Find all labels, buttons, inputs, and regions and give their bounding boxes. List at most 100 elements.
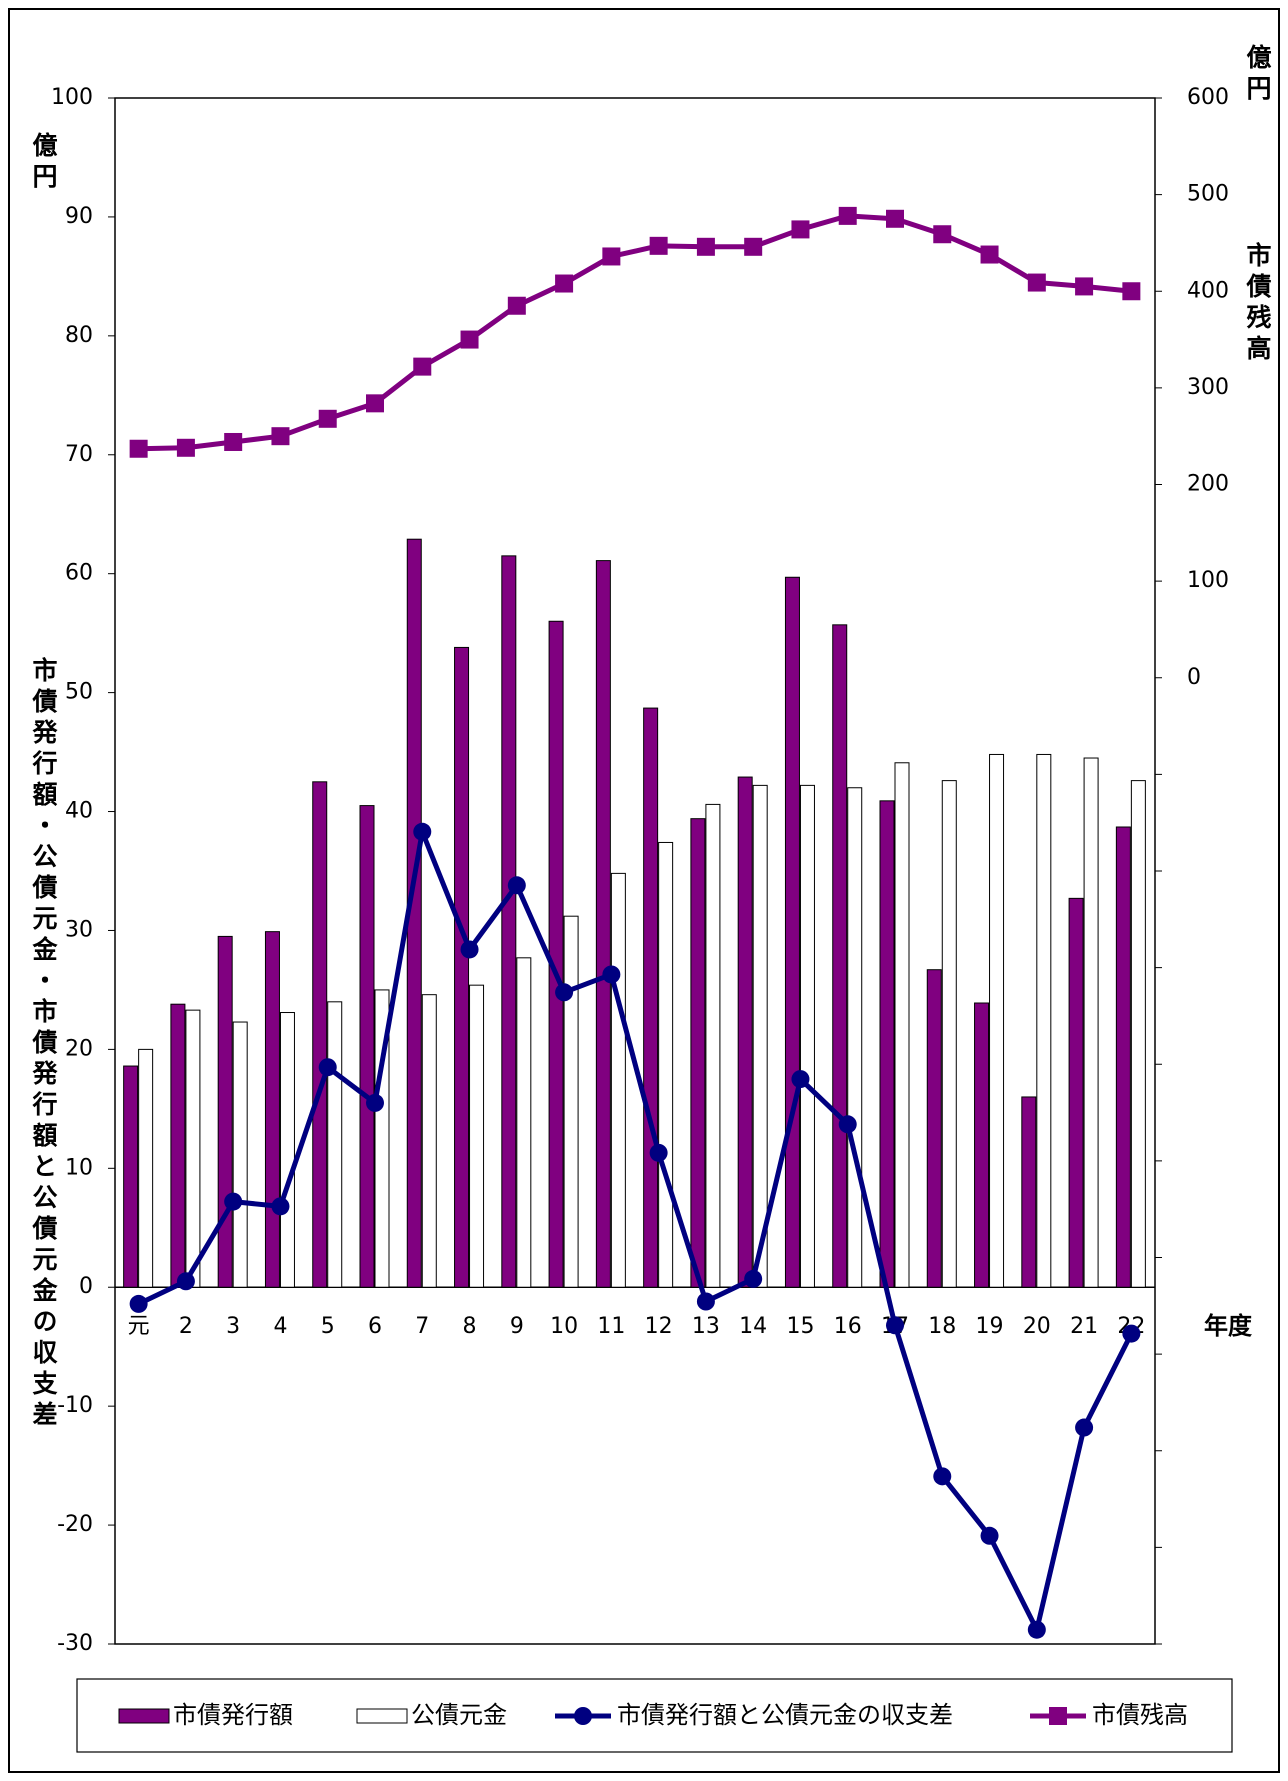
line bbox=[137, 829, 1134, 1633]
y2-tick-label: 200 bbox=[1187, 472, 1229, 497]
bar bbox=[643, 707, 659, 1288]
x-tick-label: 16 bbox=[834, 1314, 862, 1339]
y-tick-label: 60 bbox=[65, 561, 93, 586]
marker bbox=[271, 1197, 290, 1216]
bar bbox=[784, 576, 800, 1288]
x-tick-label: 2 bbox=[179, 1314, 193, 1339]
marker bbox=[602, 965, 621, 984]
y2-tick-label: 400 bbox=[1187, 278, 1229, 303]
marker bbox=[1122, 1324, 1141, 1343]
x-tick-label: 8 bbox=[463, 1314, 477, 1339]
y-tick-label: 100 bbox=[51, 85, 93, 110]
marker bbox=[980, 1526, 999, 1545]
marker bbox=[318, 1058, 337, 1077]
marker bbox=[838, 1115, 857, 1134]
marker bbox=[366, 1093, 384, 1112]
marker bbox=[507, 876, 526, 895]
marker bbox=[791, 1070, 810, 1089]
y-tick-label: 0 bbox=[79, 1274, 93, 1299]
y-tick-label: -30 bbox=[57, 1631, 93, 1656]
bar bbox=[1083, 757, 1099, 1288]
x-tick-label: 13 bbox=[692, 1314, 720, 1339]
marker bbox=[413, 357, 432, 376]
marker bbox=[1075, 1418, 1094, 1437]
legend-swatch bbox=[118, 1708, 170, 1724]
y-tick-label: 30 bbox=[65, 917, 93, 942]
x-title: 年度 bbox=[1204, 1312, 1253, 1340]
marker bbox=[1075, 277, 1094, 296]
legend-marker bbox=[574, 1707, 592, 1725]
marker bbox=[460, 330, 479, 349]
marker bbox=[1027, 273, 1046, 292]
bar bbox=[1115, 826, 1131, 1288]
bar bbox=[374, 989, 390, 1288]
bar bbox=[832, 624, 848, 1288]
legend-label: 公債元金 bbox=[411, 1701, 507, 1729]
bar bbox=[170, 1003, 186, 1288]
marker bbox=[224, 1192, 243, 1211]
bar bbox=[610, 872, 626, 1288]
y-tick-label: 90 bbox=[65, 204, 93, 229]
legend-marker bbox=[1049, 1707, 1067, 1725]
bar bbox=[847, 787, 863, 1288]
marker bbox=[649, 236, 668, 255]
bar bbox=[752, 784, 768, 1288]
bar bbox=[327, 1001, 343, 1288]
x-tick-label: 21 bbox=[1070, 1314, 1098, 1339]
x-tick-label: 19 bbox=[976, 1314, 1004, 1339]
y-title: 市債発行額・公債元金・市債発行額と公債元金の収支差 bbox=[29, 656, 59, 1432]
legend-label: 市債発行額と公債元金の収支差 bbox=[617, 1701, 953, 1729]
marker bbox=[271, 427, 290, 446]
bar bbox=[421, 994, 437, 1288]
marker bbox=[224, 432, 243, 451]
bar bbox=[279, 1012, 295, 1288]
x-tick-label: 20 bbox=[1023, 1314, 1051, 1339]
marker bbox=[602, 247, 621, 266]
bar bbox=[894, 762, 910, 1288]
y2-tick-label: 100 bbox=[1187, 568, 1229, 593]
x-tick-label: 元 bbox=[128, 1314, 150, 1339]
legend-label: 市債残高 bbox=[1092, 1701, 1188, 1729]
bar bbox=[185, 1009, 201, 1288]
marker bbox=[933, 1467, 952, 1486]
y-tick-label: -10 bbox=[57, 1393, 93, 1418]
marker bbox=[129, 1294, 148, 1313]
x-tick-label: 18 bbox=[928, 1314, 956, 1339]
marker bbox=[176, 438, 195, 457]
bar bbox=[941, 780, 957, 1288]
bar bbox=[1068, 897, 1084, 1288]
bar bbox=[879, 800, 895, 1288]
bar bbox=[563, 915, 579, 1288]
bar bbox=[737, 776, 753, 1288]
bar bbox=[516, 957, 532, 1288]
y2-tick-label: 300 bbox=[1187, 375, 1229, 400]
y-tick-label: 50 bbox=[65, 680, 93, 705]
y2-tick-label: 0 bbox=[1187, 665, 1201, 690]
marker bbox=[838, 206, 857, 225]
bar bbox=[454, 646, 470, 1288]
marker bbox=[649, 1143, 668, 1162]
bar bbox=[595, 560, 611, 1288]
x-tick-label: 4 bbox=[273, 1314, 287, 1339]
bar bbox=[926, 969, 942, 1288]
y-tick-label: 80 bbox=[65, 323, 93, 348]
y2-tick-label: 600 bbox=[1187, 85, 1229, 110]
bar bbox=[658, 841, 674, 1288]
marker bbox=[696, 237, 715, 256]
bar bbox=[989, 753, 1005, 1288]
marker bbox=[555, 983, 574, 1002]
marker bbox=[507, 296, 526, 315]
bar bbox=[359, 805, 375, 1288]
bar bbox=[469, 984, 485, 1288]
x-tick-label: 11 bbox=[597, 1314, 625, 1339]
line bbox=[138, 213, 1132, 452]
bar bbox=[312, 781, 328, 1288]
x-tick-label: 12 bbox=[645, 1314, 673, 1339]
marker bbox=[555, 274, 574, 293]
marker bbox=[696, 1292, 715, 1311]
x-tick-label: 7 bbox=[415, 1314, 429, 1339]
bar bbox=[1130, 780, 1146, 1288]
bar bbox=[138, 1048, 154, 1288]
bar bbox=[232, 1021, 248, 1288]
marker bbox=[129, 439, 148, 458]
